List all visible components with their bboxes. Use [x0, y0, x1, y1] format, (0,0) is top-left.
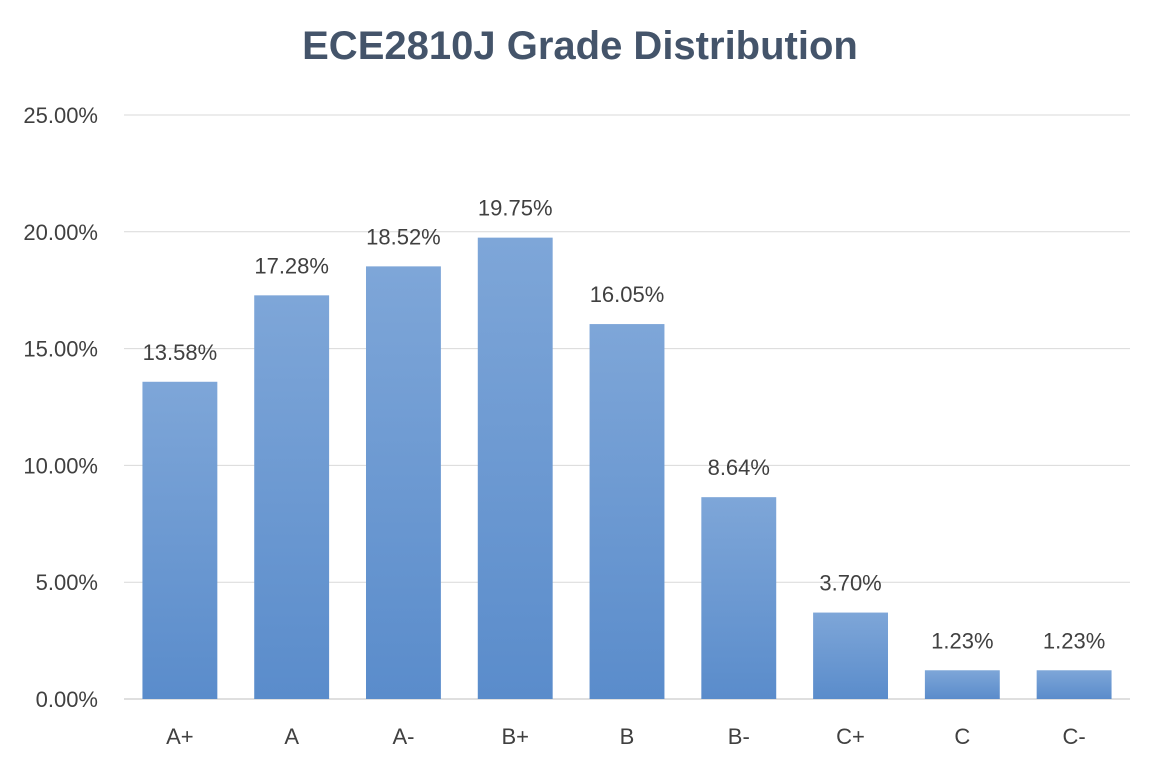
bar-B+ — [477, 237, 553, 699]
x-category-label: B+ — [501, 724, 529, 749]
y-tick-label: 0.00% — [36, 687, 98, 712]
bar-A — [254, 295, 330, 699]
bar-B — [589, 324, 665, 699]
x-category-label: A- — [392, 724, 414, 749]
data-label: 17.28% — [254, 253, 329, 278]
bar-B- — [701, 497, 777, 699]
x-category-label: B- — [728, 724, 750, 749]
chart-title: ECE2810J Grade Distribution — [302, 24, 858, 68]
bar-A- — [365, 266, 441, 699]
x-category-label: C+ — [836, 724, 865, 749]
data-label: 3.70% — [819, 571, 881, 596]
bar-A+ — [142, 381, 218, 699]
data-labels: 13.58% 17.28% 18.52% 19.75% 16.05% 8.64% 3.70%… — [143, 196, 1106, 654]
data-label: 16.05% — [590, 282, 665, 307]
y-axis-ticks: 0.00% 5.00% 10.00% 15.00% 20.00% 25.00% — [23, 103, 98, 712]
data-label: 1.23% — [931, 628, 993, 653]
x-category-label: B — [620, 724, 635, 749]
bar-C+ — [813, 612, 889, 699]
bars — [142, 237, 1112, 699]
x-category-label: C — [954, 724, 970, 749]
y-tick-label: 10.00% — [23, 453, 98, 478]
y-tick-label: 25.00% — [23, 103, 98, 128]
x-category-label: C- — [1063, 724, 1086, 749]
data-label: 13.58% — [143, 340, 218, 365]
data-label: 18.52% — [366, 224, 441, 249]
y-tick-label: 5.00% — [36, 570, 98, 595]
data-label: 1.23% — [1043, 628, 1105, 653]
y-tick-label: 15.00% — [23, 337, 98, 362]
bar-C — [924, 670, 1000, 699]
bar-C- — [1036, 670, 1112, 699]
data-label: 8.64% — [708, 455, 770, 480]
y-tick-label: 20.00% — [23, 220, 98, 245]
data-label: 19.75% — [478, 196, 553, 221]
x-axis-categories: A+ A A- B+ B B- C+ C C- — [166, 724, 1086, 749]
x-category-label: A — [284, 724, 299, 749]
x-category-label: A+ — [166, 724, 194, 749]
